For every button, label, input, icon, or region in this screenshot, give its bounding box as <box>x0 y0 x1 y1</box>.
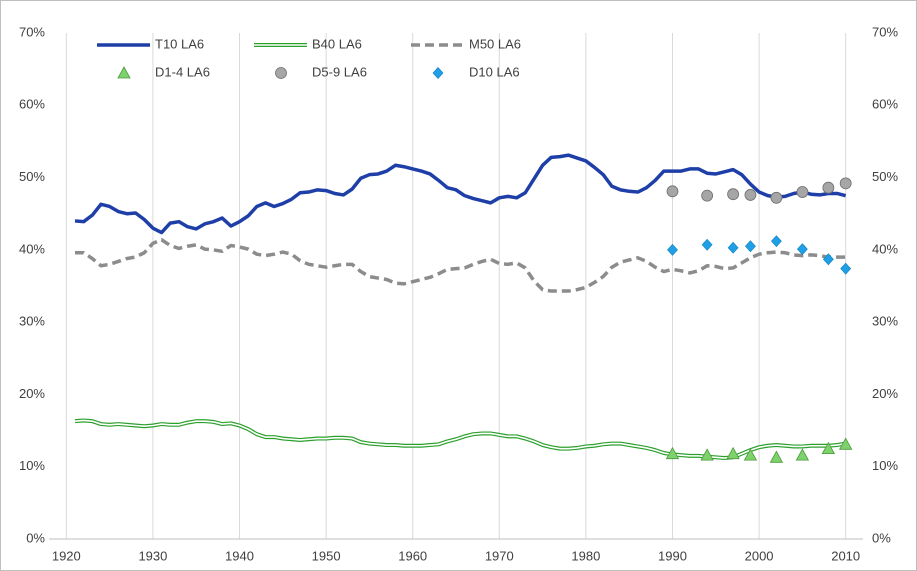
y-tick-label: 30% <box>19 314 45 329</box>
data-point <box>744 189 757 201</box>
y2-tick-label: 0% <box>872 530 891 545</box>
y2-tick-label: 10% <box>872 458 898 473</box>
y2-tick-label: 30% <box>872 314 898 329</box>
legend-label: D5-9 LA6 <box>312 64 367 79</box>
y-tick-label: 70% <box>19 24 45 39</box>
data-point <box>796 243 808 256</box>
legend-marker <box>117 66 131 79</box>
x-tick-label: 1970 <box>485 548 514 563</box>
data-point <box>822 253 834 266</box>
y2-tick-label: 60% <box>872 97 898 112</box>
data-point <box>839 177 852 190</box>
data-point <box>665 446 680 460</box>
x-tick-label: 1920 <box>52 548 81 563</box>
y-tick-label: 0% <box>26 530 45 545</box>
data-point <box>745 240 756 253</box>
data-point <box>821 441 836 455</box>
data-point <box>727 241 739 254</box>
data-point <box>822 181 835 194</box>
legend-label: B40 LA6 <box>312 36 362 51</box>
y-tick-label: 10% <box>19 458 45 473</box>
data-point <box>700 448 714 461</box>
data-point <box>701 238 713 251</box>
series-line <box>74 153 847 235</box>
legend-marker <box>275 67 287 79</box>
legend-label: D10 LA6 <box>469 64 520 79</box>
data-point <box>795 448 810 461</box>
y2-tick-label: 40% <box>872 241 898 256</box>
data-point <box>796 186 809 198</box>
data-point <box>840 262 852 275</box>
series-line-inner <box>74 419 846 459</box>
data-point <box>666 185 679 198</box>
data-point <box>727 188 740 201</box>
x-tick-label: 1960 <box>398 548 427 563</box>
data-point <box>770 235 782 248</box>
x-tick-label: 2010 <box>831 548 860 563</box>
data-point <box>726 446 740 460</box>
x-tick-label: 1940 <box>225 548 254 563</box>
series-line <box>74 237 846 293</box>
legend-label: D1-4 LA6 <box>155 64 210 79</box>
legend-label: T10 LA6 <box>155 36 204 51</box>
data-point <box>667 243 678 256</box>
y2-tick-label: 20% <box>872 386 898 401</box>
y-tick-label: 40% <box>19 241 45 256</box>
x-tick-label: 1990 <box>658 548 687 563</box>
y-tick-label: 60% <box>19 97 45 112</box>
y-tick-label: 50% <box>19 169 45 184</box>
legend-label: M50 LA6 <box>469 36 521 51</box>
data-point <box>701 189 714 202</box>
data-point <box>743 448 758 461</box>
x-tick-label: 2000 <box>745 548 774 563</box>
legend-marker <box>432 67 444 79</box>
x-tick-label: 1950 <box>312 548 341 563</box>
y-tick-label: 20% <box>19 386 45 401</box>
x-tick-label: 1980 <box>571 548 600 563</box>
y2-tick-label: 50% <box>872 169 898 184</box>
data-point <box>769 450 784 463</box>
x-tick-label: 1930 <box>138 548 167 563</box>
y2-tick-label: 70% <box>872 24 898 39</box>
data-point <box>770 191 783 204</box>
data-point <box>839 437 853 450</box>
